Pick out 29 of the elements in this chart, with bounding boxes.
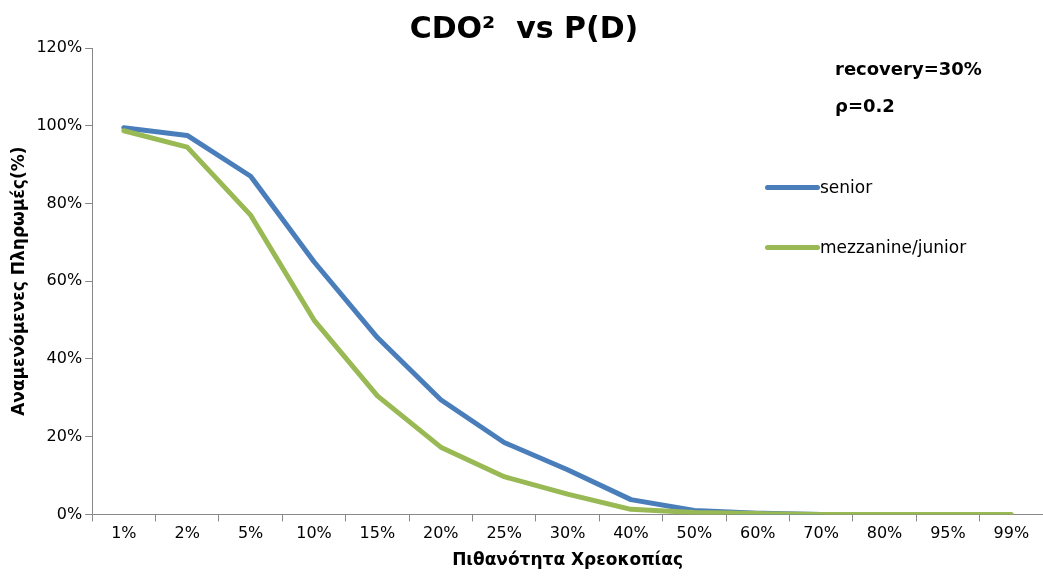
x-tick-label: 40% <box>613 523 649 543</box>
y-tick-label: 40% <box>46 348 83 368</box>
x-tick-label: 50% <box>676 523 713 543</box>
x-tick-label: 2% <box>174 523 200 543</box>
x-tick-label: 99% <box>993 523 1030 543</box>
x-tick-label: 20% <box>423 523 459 543</box>
legend-label: senior <box>820 177 873 197</box>
x-tick-label: 10% <box>296 523 332 543</box>
y-tick-label: 80% <box>46 192 83 212</box>
x-tick-label: 30% <box>549 523 586 543</box>
x-tick-label: 60% <box>739 523 776 543</box>
chart-title: CDO² vs P(D) <box>409 9 639 45</box>
legend-label: mezzanine/junior <box>820 237 967 257</box>
y-axis-title: Αναμενόμενες Πληρωμές(%) <box>7 146 28 416</box>
x-tick-label: 95% <box>930 523 966 543</box>
x-tick-label: 15% <box>359 523 396 543</box>
y-tick-label: 0% <box>56 503 83 523</box>
x-tick-label: 1% <box>111 523 137 543</box>
y-tick-label: 120% <box>36 37 83 57</box>
y-tick-label: 20% <box>46 425 83 445</box>
annotation: ρ=0.2 <box>835 94 895 116</box>
x-axis-title: Πιθανότητα Χρεοκοπίας <box>452 549 684 570</box>
annotation: recovery=30% <box>835 57 982 79</box>
x-tick-label: 5% <box>237 523 264 543</box>
x-tick-label: 70% <box>803 523 839 543</box>
x-tick-label: 80% <box>866 523 903 543</box>
x-tick-label: 25% <box>486 523 522 543</box>
y-tick-label: 100% <box>36 114 83 134</box>
y-tick-label: 60% <box>46 270 83 290</box>
